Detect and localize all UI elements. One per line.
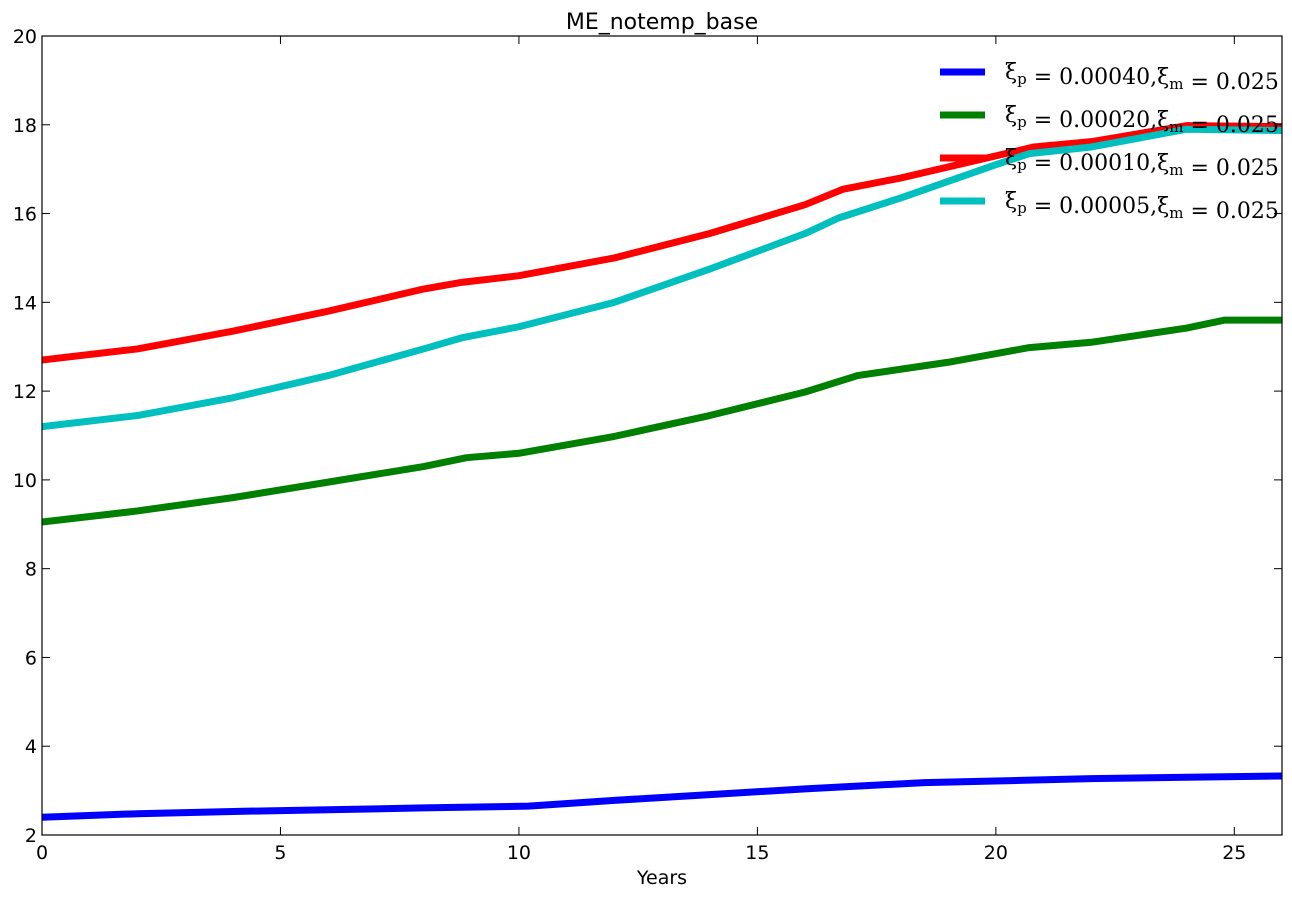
series-line-3 xyxy=(42,122,1282,364)
y-tick-label: 4 xyxy=(25,736,37,758)
legend-label-2: ξp = 0.00020,ξm = 0.025 xyxy=(1005,103,1279,138)
series-line-4 xyxy=(42,125,1282,431)
x-axis-label: Years xyxy=(636,867,687,889)
y-tick-label: 8 xyxy=(25,559,37,581)
y-tick-label: 16 xyxy=(13,204,37,226)
y-tick-label: 2 xyxy=(25,825,37,847)
y-tick-label: 12 xyxy=(13,381,37,403)
y-tick-label: 10 xyxy=(13,470,37,492)
x-tick-label: 0 xyxy=(36,842,48,864)
legend-label-3: ξp = 0.00010,ξm = 0.025 xyxy=(1005,146,1279,181)
tick-layer: 0 5 10 15 20 25 2 4 6 8 10 12 14 16 18 20 xyxy=(13,26,1282,864)
y-tick-label: 14 xyxy=(13,292,37,314)
x-tick-label: 15 xyxy=(745,842,769,864)
x-tick-label: 25 xyxy=(1222,842,1246,864)
plot-frame xyxy=(41,35,1283,836)
chart-title: ME_notemp_base xyxy=(566,10,758,35)
y-tick-label: 18 xyxy=(13,115,37,137)
x-tick-label: 10 xyxy=(507,842,531,864)
y-tick-label: 20 xyxy=(13,26,37,48)
legend-label-1: ξp = 0.00040,ξm = 0.025 xyxy=(1005,60,1279,95)
x-tick-label: 5 xyxy=(274,842,286,864)
y-tick-label: 6 xyxy=(25,647,37,669)
series-layer xyxy=(42,122,1282,821)
x-tick-label: 20 xyxy=(984,842,1008,864)
legend: ξp = 0.00040,ξm = 0.025 ξp = 0.00020,ξm =… xyxy=(940,60,1279,224)
series-line-1 xyxy=(42,772,1282,821)
legend-label-4: ξp = 0.00005,ξm = 0.025 xyxy=(1005,189,1279,224)
series-line-2 xyxy=(42,316,1282,526)
